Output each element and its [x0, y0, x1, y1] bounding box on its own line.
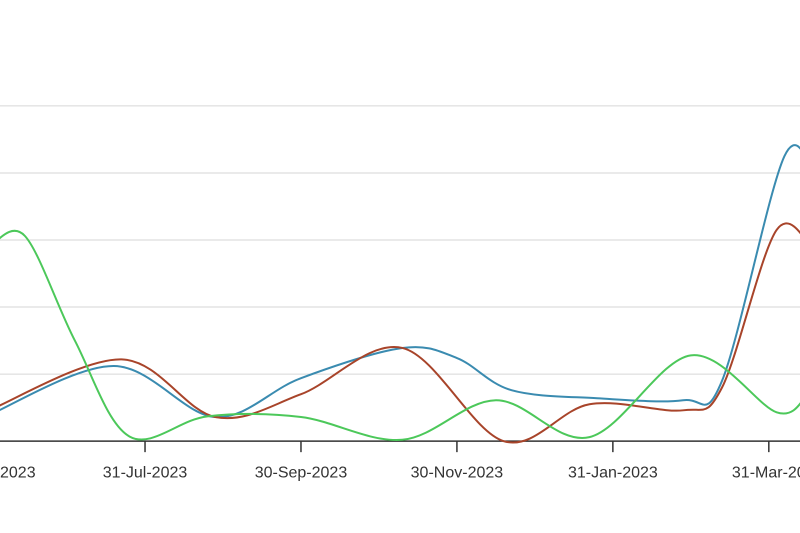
x-tick-label: 31-Mar-20 — [732, 464, 800, 481]
x-tick-label: 30-Sep-2023 — [255, 464, 348, 481]
x-tick-label: 31-Jul-2023 — [103, 464, 188, 481]
x-tick-label: 2023 — [0, 464, 36, 481]
x-tick-label: 30-Nov-2023 — [411, 464, 504, 481]
series-line — [0, 222, 800, 444]
series-line — [0, 229, 800, 441]
x-tick-label: 31-Jan-2023 — [568, 464, 658, 481]
series-line — [0, 144, 800, 419]
